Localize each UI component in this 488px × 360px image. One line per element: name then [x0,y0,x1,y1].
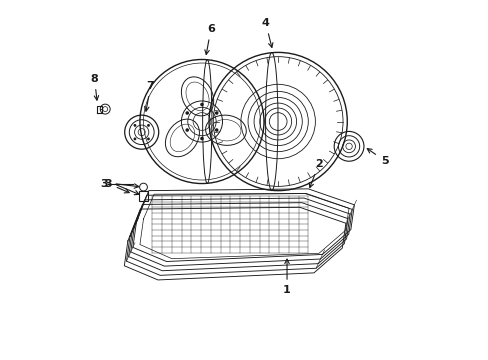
Circle shape [200,137,203,140]
Text: 6: 6 [204,24,214,54]
Circle shape [133,124,136,127]
Circle shape [215,128,218,132]
Text: 2: 2 [309,159,322,188]
Circle shape [147,138,150,140]
Circle shape [200,103,203,106]
Circle shape [133,138,136,140]
Circle shape [147,124,150,127]
Bar [139,191,148,201]
Text: 5: 5 [366,149,387,166]
Text: 3: 3 [104,179,129,193]
Circle shape [215,111,218,115]
Text: 3: 3 [100,179,107,189]
Text: 8: 8 [90,74,99,100]
Text: 4: 4 [261,18,272,48]
Text: 1: 1 [283,259,290,295]
Circle shape [185,128,189,132]
Text: 7: 7 [144,81,154,111]
Circle shape [185,111,189,115]
